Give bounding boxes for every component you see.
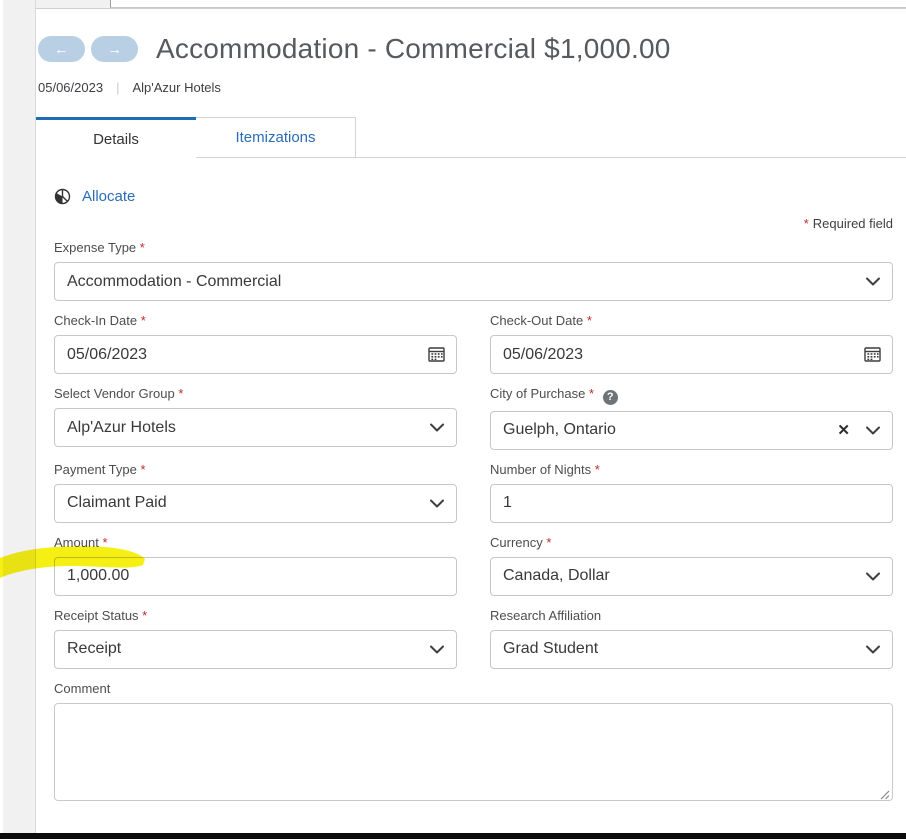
receipt-status-value: Receipt xyxy=(67,640,122,657)
tab-details-label: Details xyxy=(93,130,139,148)
currency-value: Canada, Dollar xyxy=(503,567,610,584)
research-affiliation-label: Research Affiliation xyxy=(490,607,602,623)
expense-header: ← → Accommodation - Commercial $1,000.00 xyxy=(36,9,906,65)
city-of-purchase-select[interactable]: Guelph, Ontario ✕ xyxy=(490,410,893,450)
research-affiliation-field: Research Affiliation Grad Student xyxy=(490,608,893,669)
pie-chart-icon xyxy=(54,188,71,205)
expense-type-field: Expense Type * Accommodation - Commercia… xyxy=(54,240,893,301)
page-title: Accommodation - Commercial $1,000.00 xyxy=(156,33,671,64)
check-out-date-field: Check-Out Date * xyxy=(490,313,893,374)
chevron-down-icon xyxy=(430,423,444,432)
required-asterisk: * xyxy=(142,607,148,623)
required-asterisk: * xyxy=(140,313,146,328)
amount-label: Amount * xyxy=(54,534,108,550)
tab-bar-filler xyxy=(356,117,906,158)
required-asterisk: * xyxy=(589,386,595,401)
required-asterisk: * xyxy=(139,240,145,255)
required-asterisk: * xyxy=(140,461,146,477)
expense-date: 05/06/2023 xyxy=(38,80,104,95)
payment-type-select[interactable]: Claimant Paid xyxy=(54,483,457,523)
required-note-label: Required field xyxy=(812,216,893,231)
required-asterisk: * xyxy=(102,534,108,550)
chevron-down-icon xyxy=(866,645,880,654)
meta-divider: | xyxy=(116,80,120,95)
clear-icon[interactable]: ✕ xyxy=(837,421,850,439)
required-asterisk: * xyxy=(803,216,809,231)
check-in-date-field: Check-In Date * xyxy=(54,313,457,374)
expense-vendor: Alp'Azur Hotels xyxy=(132,80,221,95)
amount-field: Amount * xyxy=(54,535,457,596)
tab-bar: Details Itemizations xyxy=(36,117,906,158)
previous-expense-button[interactable]: ← xyxy=(38,36,85,62)
comment-label: Comment xyxy=(54,680,111,696)
vendor-group-label: Select Vendor Group * xyxy=(54,386,184,401)
check-in-date-label: Check-In Date * xyxy=(54,313,146,328)
bottom-crop-bar xyxy=(0,833,906,839)
required-asterisk: * xyxy=(594,461,600,477)
check-out-date-label: Check-Out Date * xyxy=(490,313,592,328)
city-of-purchase-label: City of Purchase * ? xyxy=(490,386,893,405)
vendor-group-field: Select Vendor Group * Alp'Azur Hotels xyxy=(54,386,457,450)
calendar-icon[interactable] xyxy=(428,346,445,362)
payment-type-value: Claimant Paid xyxy=(67,494,167,511)
chevron-down-icon xyxy=(866,426,880,435)
chevron-down-icon xyxy=(866,277,880,286)
arrow-right-icon: → xyxy=(107,40,122,58)
required-field-note: * Required field xyxy=(54,216,893,232)
expense-detail-panel: ← → Accommodation - Commercial $1,000.00… xyxy=(36,8,906,833)
comment-field: Comment xyxy=(54,681,893,806)
number-of-nights-field: Number of Nights * xyxy=(490,462,893,523)
comment-textarea[interactable] xyxy=(54,702,893,801)
chevron-down-icon xyxy=(430,499,444,508)
chevron-down-icon xyxy=(430,645,444,654)
receipt-status-select[interactable]: Receipt xyxy=(54,629,457,669)
tab-itemizations-label: Itemizations xyxy=(235,129,316,146)
research-affiliation-value: Grad Student xyxy=(503,640,599,657)
number-of-nights-input[interactable] xyxy=(490,483,893,523)
tab-details[interactable]: Details xyxy=(36,117,196,158)
calendar-icon[interactable] xyxy=(864,346,881,362)
payment-type-field: Payment Type * Claimant Paid xyxy=(54,462,457,523)
previous-panel-edge xyxy=(110,0,906,8)
next-expense-button[interactable]: → xyxy=(91,36,138,62)
research-affiliation-select[interactable]: Grad Student xyxy=(490,629,893,669)
required-asterisk: * xyxy=(546,534,552,550)
check-in-date-input[interactable] xyxy=(54,335,457,374)
receipt-status-field: Receipt Status * Receipt xyxy=(54,608,457,669)
expense-type-select[interactable]: Accommodation - Commercial xyxy=(54,262,893,301)
required-asterisk: * xyxy=(586,313,592,328)
required-asterisk: * xyxy=(178,386,184,401)
vendor-group-value: Alp'Azur Hotels xyxy=(67,418,176,436)
payment-type-label: Payment Type * xyxy=(54,461,146,477)
number-of-nights-label: Number of Nights * xyxy=(490,461,600,477)
expense-meta: 05/06/2023 | Alp'Azur Hotels xyxy=(36,80,906,95)
expense-type-label: Expense Type * xyxy=(54,240,145,255)
details-tab-content: Allocate * Required field Expense Type * … xyxy=(36,188,906,806)
page-left-gutter xyxy=(3,0,36,833)
currency-select[interactable]: Canada, Dollar xyxy=(490,556,893,596)
receipt-status-label: Receipt Status * xyxy=(54,607,148,623)
allocate-link[interactable]: Allocate xyxy=(54,188,135,205)
city-of-purchase-value: Guelph, Ontario xyxy=(503,421,616,438)
top-background-strip xyxy=(36,0,110,8)
vendor-group-select[interactable]: Alp'Azur Hotels xyxy=(54,408,457,447)
expense-type-value: Accommodation - Commercial xyxy=(67,272,282,290)
expense-form: Expense Type * Accommodation - Commercia… xyxy=(54,240,893,806)
currency-label: Currency * xyxy=(490,534,552,550)
amount-input[interactable] xyxy=(54,556,457,596)
chevron-down-icon xyxy=(866,572,880,581)
help-icon[interactable]: ? xyxy=(602,389,618,405)
currency-field: Currency * Canada, Dollar xyxy=(490,535,893,596)
allocate-label: Allocate xyxy=(82,188,136,205)
tab-itemizations[interactable]: Itemizations xyxy=(196,117,356,158)
arrow-left-icon: ← xyxy=(54,40,69,58)
check-out-date-input[interactable] xyxy=(490,335,893,374)
header-navigation: ← → xyxy=(38,36,138,62)
city-of-purchase-field: City of Purchase * ? Guelph, Ontario ✕ xyxy=(490,386,893,450)
